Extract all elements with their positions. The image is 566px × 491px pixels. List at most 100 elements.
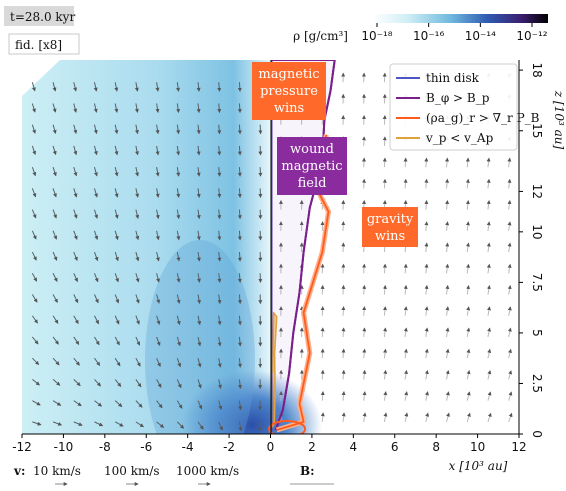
velocity-arrow: [52, 209, 57, 219]
time-label: t=28.0 kyr: [10, 10, 75, 24]
field-arrow: [341, 327, 346, 338]
velocity-arrow: [135, 167, 140, 177]
toroidal-boundary: [274, 60, 336, 431]
annotation-text: gravity: [367, 212, 414, 227]
field-arrow: [424, 327, 429, 338]
velocity-arrow: [32, 421, 42, 426]
x-tick-label: 2: [308, 440, 316, 454]
velocity-arrow: [94, 294, 99, 304]
velocity-arrow: [176, 421, 185, 429]
field-arrow: [445, 263, 450, 274]
legend-label: (ρa_g)_r > ∇_r P_B: [426, 111, 540, 125]
velocity-arrow: [52, 357, 60, 366]
annotation-text: wound: [290, 142, 334, 157]
velocity-arrow: [156, 294, 161, 304]
velocity-arrow: [237, 82, 242, 92]
velocity-arrow: [156, 400, 163, 409]
velocity-arrow: [197, 358, 202, 368]
velocity-arrow: [52, 273, 58, 282]
field-arrow: [445, 348, 450, 359]
velocity-arrow: [155, 188, 160, 198]
velocity-arrow: [156, 379, 162, 388]
field-arrow: [424, 263, 429, 274]
velocity-arrow: [114, 251, 119, 262]
field-arrow: [487, 306, 491, 316]
field-arrow: [466, 369, 471, 380]
y-tick-label: 0: [530, 430, 544, 438]
legend-label: thin disk: [426, 71, 480, 85]
velocity-arrow: [237, 294, 242, 305]
velocity-arrow: [93, 188, 98, 198]
velocity-arrow: [94, 230, 99, 241]
velocity-arrow: [217, 358, 222, 368]
velocity-arrow: [135, 230, 140, 241]
velocity-arrow: [176, 124, 181, 135]
legend-label: v_p < v_Ap: [425, 131, 494, 145]
velocity-arrow: [196, 251, 201, 262]
y-tick-label: 5: [530, 329, 544, 337]
velocity-arrow: [155, 209, 160, 220]
velocity-arrow: [73, 294, 79, 304]
field-arrow: [487, 412, 492, 423]
field-arrow: [424, 369, 429, 380]
x-tick-label: 10: [470, 440, 485, 454]
velocity-key: v: 10 km/s 100 km/s 1000 km/s: [13, 464, 239, 486]
field-arrow: [486, 200, 491, 210]
colorbar-tick-label: 10⁻¹⁶: [413, 29, 444, 43]
velocity-arrow: [94, 357, 101, 367]
field-arrow: [320, 348, 325, 359]
annotation-text: wins: [375, 229, 405, 244]
field-arrow: [362, 327, 367, 338]
field-arrow: [383, 327, 388, 338]
velocity-arrow: [237, 336, 242, 347]
velocity-arrow: [237, 188, 242, 199]
model-label: fid. [x8]: [15, 38, 62, 52]
field-arrow: [425, 412, 430, 422]
field-arrow: [486, 242, 491, 253]
velocity-arrow: [31, 145, 37, 156]
field-arrow: [487, 348, 492, 359]
field-arrow: [424, 348, 429, 359]
x-tick-label: 0: [267, 440, 275, 454]
field-key-label: B:: [300, 464, 315, 478]
velocity-key-label: v:: [13, 464, 25, 478]
velocity-arrow: [237, 103, 242, 114]
velocity-arrow: [94, 400, 103, 407]
velocity-arrow: [176, 315, 181, 326]
field-arrow: [341, 284, 346, 295]
velocity-arrow: [114, 315, 120, 325]
velocity-arrow: [197, 400, 203, 410]
velocity-key-entry: 10 km/s: [33, 464, 81, 478]
velocity-arrow: [156, 421, 165, 428]
field-arrow: [507, 263, 512, 274]
field-arrow: [487, 370, 492, 380]
field-arrow: [486, 263, 491, 274]
velocity-arrow: [31, 273, 38, 282]
field-arrow: [507, 306, 512, 316]
y-tick-label: 12: [530, 184, 544, 199]
field-arrow: [383, 369, 388, 380]
velocity-arrow: [197, 421, 204, 430]
left-density-region: [22, 60, 271, 434]
velocity-arrow: [114, 294, 120, 304]
velocity-arrow: [32, 379, 40, 386]
velocity-arrow: [176, 358, 182, 368]
velocity-arrow: [73, 145, 78, 156]
velocity-arrow: [217, 294, 222, 305]
velocity-arrow: [114, 167, 119, 177]
velocity-arrow: [237, 145, 242, 156]
colorbar-tick-label: 10⁻¹²: [516, 29, 547, 43]
velocity-arrow: [93, 167, 98, 177]
field-arrow: [486, 221, 491, 231]
velocity-arrow: [196, 230, 201, 241]
field-arrow: [445, 391, 450, 401]
field-arrow: [445, 306, 450, 316]
velocity-arrows-left: [31, 82, 263, 432]
velocity-arrow: [237, 230, 242, 241]
velocity-arrow: [114, 145, 119, 156]
velocity-arrow: [31, 294, 38, 303]
annotation-box: [252, 62, 326, 120]
velocity-arrow: [73, 188, 78, 198]
velocity-arrow: [196, 124, 201, 135]
